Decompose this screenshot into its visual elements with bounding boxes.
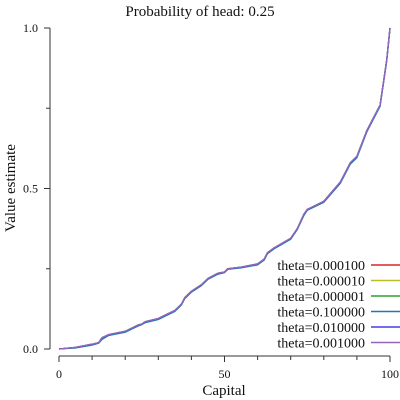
series-line-5 — [58, 27, 391, 350]
x-tick-label: 100 — [381, 367, 399, 381]
y-tick-label: 0.5 — [23, 182, 38, 196]
legend-label-0: theta=0.000100 — [277, 259, 365, 274]
y-axis-ticks: 0.0 0.5 1.0 — [23, 21, 50, 356]
x-tick-label: 0 — [56, 367, 62, 381]
legend-label-2: theta=0.000001 — [277, 290, 365, 305]
legend-label-4: theta=0.010000 — [277, 321, 365, 336]
legend-label-3: theta=0.100000 — [277, 306, 365, 321]
legend: theta=0.000100theta=0.000010theta=0.0000… — [277, 259, 400, 352]
y-axis-label: Value estimate — [3, 144, 19, 232]
series-lines — [58, 27, 391, 350]
chart-title: Probability of head: 0.25 — [125, 4, 274, 20]
y-tick-label: 0.0 — [23, 342, 38, 356]
x-axis-label: Capital — [202, 383, 245, 399]
legend-label-1: theta=0.000010 — [277, 275, 365, 290]
x-axis-ticks: 0 50 100 — [56, 356, 399, 381]
y-tick-label: 1.0 — [23, 21, 38, 35]
legend-label-5: theta=0.001000 — [277, 337, 365, 352]
x-tick-label: 50 — [219, 367, 231, 381]
